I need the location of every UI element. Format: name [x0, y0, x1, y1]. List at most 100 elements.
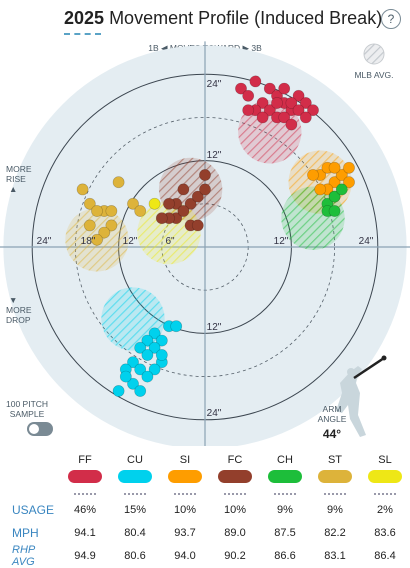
pitch-point-sl[interactable] — [148, 197, 161, 210]
pitch-point-fc[interactable] — [155, 212, 168, 225]
pitch-point-cu[interactable] — [141, 349, 154, 361]
pitch-swatch-cell — [60, 468, 110, 486]
pitch-point-fc[interactable] — [177, 183, 190, 196]
rhp-avg-row-label: RHP AVG — [12, 544, 35, 568]
pitch-point-si[interactable] — [328, 161, 341, 174]
pitch-point-cu[interactable] — [148, 341, 161, 354]
pitch-point-ff[interactable] — [299, 111, 312, 124]
pitch-swatch-cell — [160, 468, 210, 486]
pitch-point-st[interactable] — [105, 219, 118, 232]
pitch-point-ff[interactable] — [249, 75, 262, 88]
pitch-point-cu[interactable] — [134, 385, 147, 397]
rhp-avg-fc: 90.2 — [224, 550, 246, 562]
dash-divider — [74, 493, 96, 495]
rhp-avg-row: RHP AVG 94.9 80.6 94.0 90.2 86.6 83.1 86.4 — [0, 544, 410, 568]
usage-ff: 46% — [73, 503, 97, 516]
pitch-swatch-ff[interactable] — [68, 470, 102, 483]
pitch-point-cu[interactable] — [141, 334, 154, 347]
pitch-point-ff[interactable] — [235, 82, 247, 95]
pitch-point-fc[interactable] — [191, 219, 204, 232]
pitch-point-st[interactable] — [76, 183, 89, 196]
pitch-point-si[interactable] — [343, 176, 355, 189]
pitch-point-cu[interactable] — [127, 356, 139, 369]
dash-divider — [274, 493, 296, 495]
pitch-point-cu[interactable] — [155, 349, 168, 361]
usage-ch: 9% — [277, 503, 293, 516]
pitch-point-ff[interactable] — [256, 111, 269, 124]
pitch-point-ff[interactable] — [242, 89, 255, 102]
pitch-swatch-sl[interactable] — [368, 470, 402, 483]
pitch-point-ch[interactable] — [328, 205, 341, 217]
sample-toggle[interactable] — [27, 422, 53, 436]
pitch-swatch-ch[interactable] — [268, 470, 302, 483]
pitch-point-si[interactable] — [343, 161, 355, 174]
pitch-point-fc[interactable] — [177, 205, 190, 217]
pitch-point-ff[interactable] — [278, 111, 291, 124]
pitch-swatch-fc[interactable] — [218, 470, 252, 483]
pitch-point-ff[interactable] — [256, 97, 269, 109]
ring-label-right-24: 24" — [359, 236, 374, 247]
pitch-code-ff: FF — [78, 454, 92, 466]
pitch-point-si[interactable] — [314, 183, 327, 196]
pitch-point-ff[interactable] — [263, 104, 276, 117]
pitch-point-st[interactable] — [112, 176, 125, 189]
pitch-point-st[interactable] — [91, 205, 103, 217]
pitch-swatch-si[interactable] — [168, 470, 202, 483]
pitch-point-ff[interactable] — [285, 97, 298, 109]
pitch-point-st[interactable] — [83, 219, 96, 232]
pitch-point-ff[interactable] — [278, 82, 291, 95]
ring-label-top-24: 24" — [207, 79, 222, 90]
ring-label-right-12: 12" — [274, 236, 289, 247]
pitch-points[interactable] — [76, 75, 355, 397]
pitch-point-ff[interactable] — [299, 97, 312, 109]
pitch-point-ff[interactable] — [285, 118, 298, 131]
pitch-point-ff[interactable] — [307, 104, 319, 117]
ring-label-top-12: 12" — [207, 150, 222, 161]
mph-fc: 89.0 — [224, 526, 246, 539]
pitch-point-fc[interactable] — [199, 169, 211, 181]
pitch-point-st[interactable] — [91, 233, 103, 246]
pitch-point-st[interactable] — [134, 205, 147, 217]
mlb-avg-zone-cu — [101, 287, 165, 351]
pitch-point-fc[interactable] — [163, 197, 175, 210]
pitch-point-si[interactable] — [307, 169, 319, 181]
pitch-code-cu: CU — [127, 454, 143, 466]
pitch-point-cu[interactable] — [119, 370, 132, 383]
pitch-point-cu[interactable] — [134, 341, 147, 354]
pitch-point-ch[interactable] — [328, 190, 341, 203]
pitch-point-cu[interactable] — [148, 363, 161, 376]
ring-labels: 24" 12" 12" 24" 24" 18" 12" 6" 12" 24" — [37, 79, 374, 419]
pitch-point-cu[interactable] — [148, 327, 161, 340]
pitch-point-si[interactable] — [328, 176, 341, 189]
pitch-swatch-st[interactable] — [318, 470, 352, 483]
pitch-point-ff[interactable] — [292, 104, 305, 117]
pitch-point-cu[interactable] — [141, 370, 154, 383]
pitch-point-fc[interactable] — [184, 197, 197, 210]
pitch-point-st[interactable] — [105, 205, 118, 217]
pitch-point-cu[interactable] — [112, 385, 125, 397]
pitch-point-cu[interactable] — [134, 363, 147, 376]
pitch-code-row: FF CU SI FC CH ST SL — [0, 452, 410, 468]
dash-row — [0, 486, 410, 498]
pitch-point-st[interactable] — [127, 197, 139, 210]
pitch-point-ff[interactable] — [263, 82, 276, 95]
pitch-point-fc[interactable] — [199, 183, 211, 196]
pitch-swatch-cell — [360, 468, 410, 486]
pitch-point-st[interactable] — [83, 197, 96, 210]
help-icon[interactable]: ? — [381, 9, 401, 29]
pitch-point-si[interactable] — [335, 169, 348, 181]
pitch-point-st[interactable] — [98, 226, 111, 239]
usage-fc: 10% — [223, 503, 247, 516]
pitch-point-fc[interactable] — [191, 190, 204, 203]
pitch-point-cu[interactable] — [155, 334, 168, 347]
pitch-point-ff[interactable] — [242, 104, 255, 117]
pitch-point-ff[interactable] — [292, 89, 305, 102]
pitch-point-cu[interactable] — [127, 377, 139, 390]
pitch-point-ch[interactable] — [335, 183, 348, 196]
mlb-avg-legend: MLB AVG. — [354, 43, 394, 80]
pitch-swatch-cu[interactable] — [118, 470, 152, 483]
mph-row-label: MPH — [12, 525, 39, 540]
more-drop-label: ▼ MORE DROP — [6, 295, 32, 325]
pitch-point-ff[interactable] — [271, 97, 283, 109]
pitch-point-cu[interactable] — [170, 320, 183, 333]
